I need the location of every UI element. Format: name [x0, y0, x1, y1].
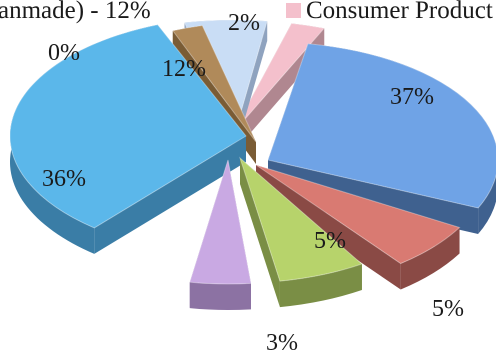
pie-slice — [267, 43, 496, 234]
pie-slice-side — [279, 264, 362, 308]
pie-slice — [231, 22, 326, 154]
pie-slice-top — [9, 24, 247, 229]
pie-data-label: 12% — [162, 56, 206, 82]
pie-data-label: 36% — [42, 166, 86, 192]
pie-data-labels: 37% 5% 5% 3% 36% 0% 12% 2% — [42, 10, 464, 356]
pie-slice-top — [267, 43, 496, 209]
legend-entry-label: anmade) - 12% — [0, 0, 151, 24]
pie-slice-wall — [256, 165, 401, 290]
pie-slice-top — [231, 22, 326, 135]
pie-data-label: 0% — [48, 40, 80, 66]
pie-slice-top — [171, 25, 257, 143]
pie-slice-wall — [240, 158, 280, 308]
chart-legend: anmade) - 12% Consumer Product — [0, 0, 493, 24]
pie-slice-side — [189, 282, 251, 310]
pie-slice-top — [255, 164, 461, 265]
pie-slice-top — [238, 156, 363, 282]
pie-data-label: 5% — [432, 296, 464, 322]
pie-slice-side — [400, 227, 460, 290]
pie-slice — [255, 164, 461, 290]
pie-slice — [238, 156, 363, 308]
legend-swatch — [286, 3, 301, 18]
pie-slice — [189, 159, 252, 310]
pie-slice-top — [189, 159, 252, 285]
pie-slice — [9, 24, 247, 254]
pie-slice-wall — [268, 160, 479, 234]
pie-data-label: 37% — [390, 84, 434, 110]
pie-slices — [9, 19, 496, 310]
pie-data-label: 2% — [228, 10, 260, 36]
pie-slice-wall — [94, 136, 246, 254]
pie-slice-wall — [232, 28, 325, 154]
pie-data-label: 5% — [314, 228, 346, 254]
pie-data-label: 3% — [266, 330, 298, 356]
legend-entry-label: Consumer Product — [306, 0, 493, 24]
